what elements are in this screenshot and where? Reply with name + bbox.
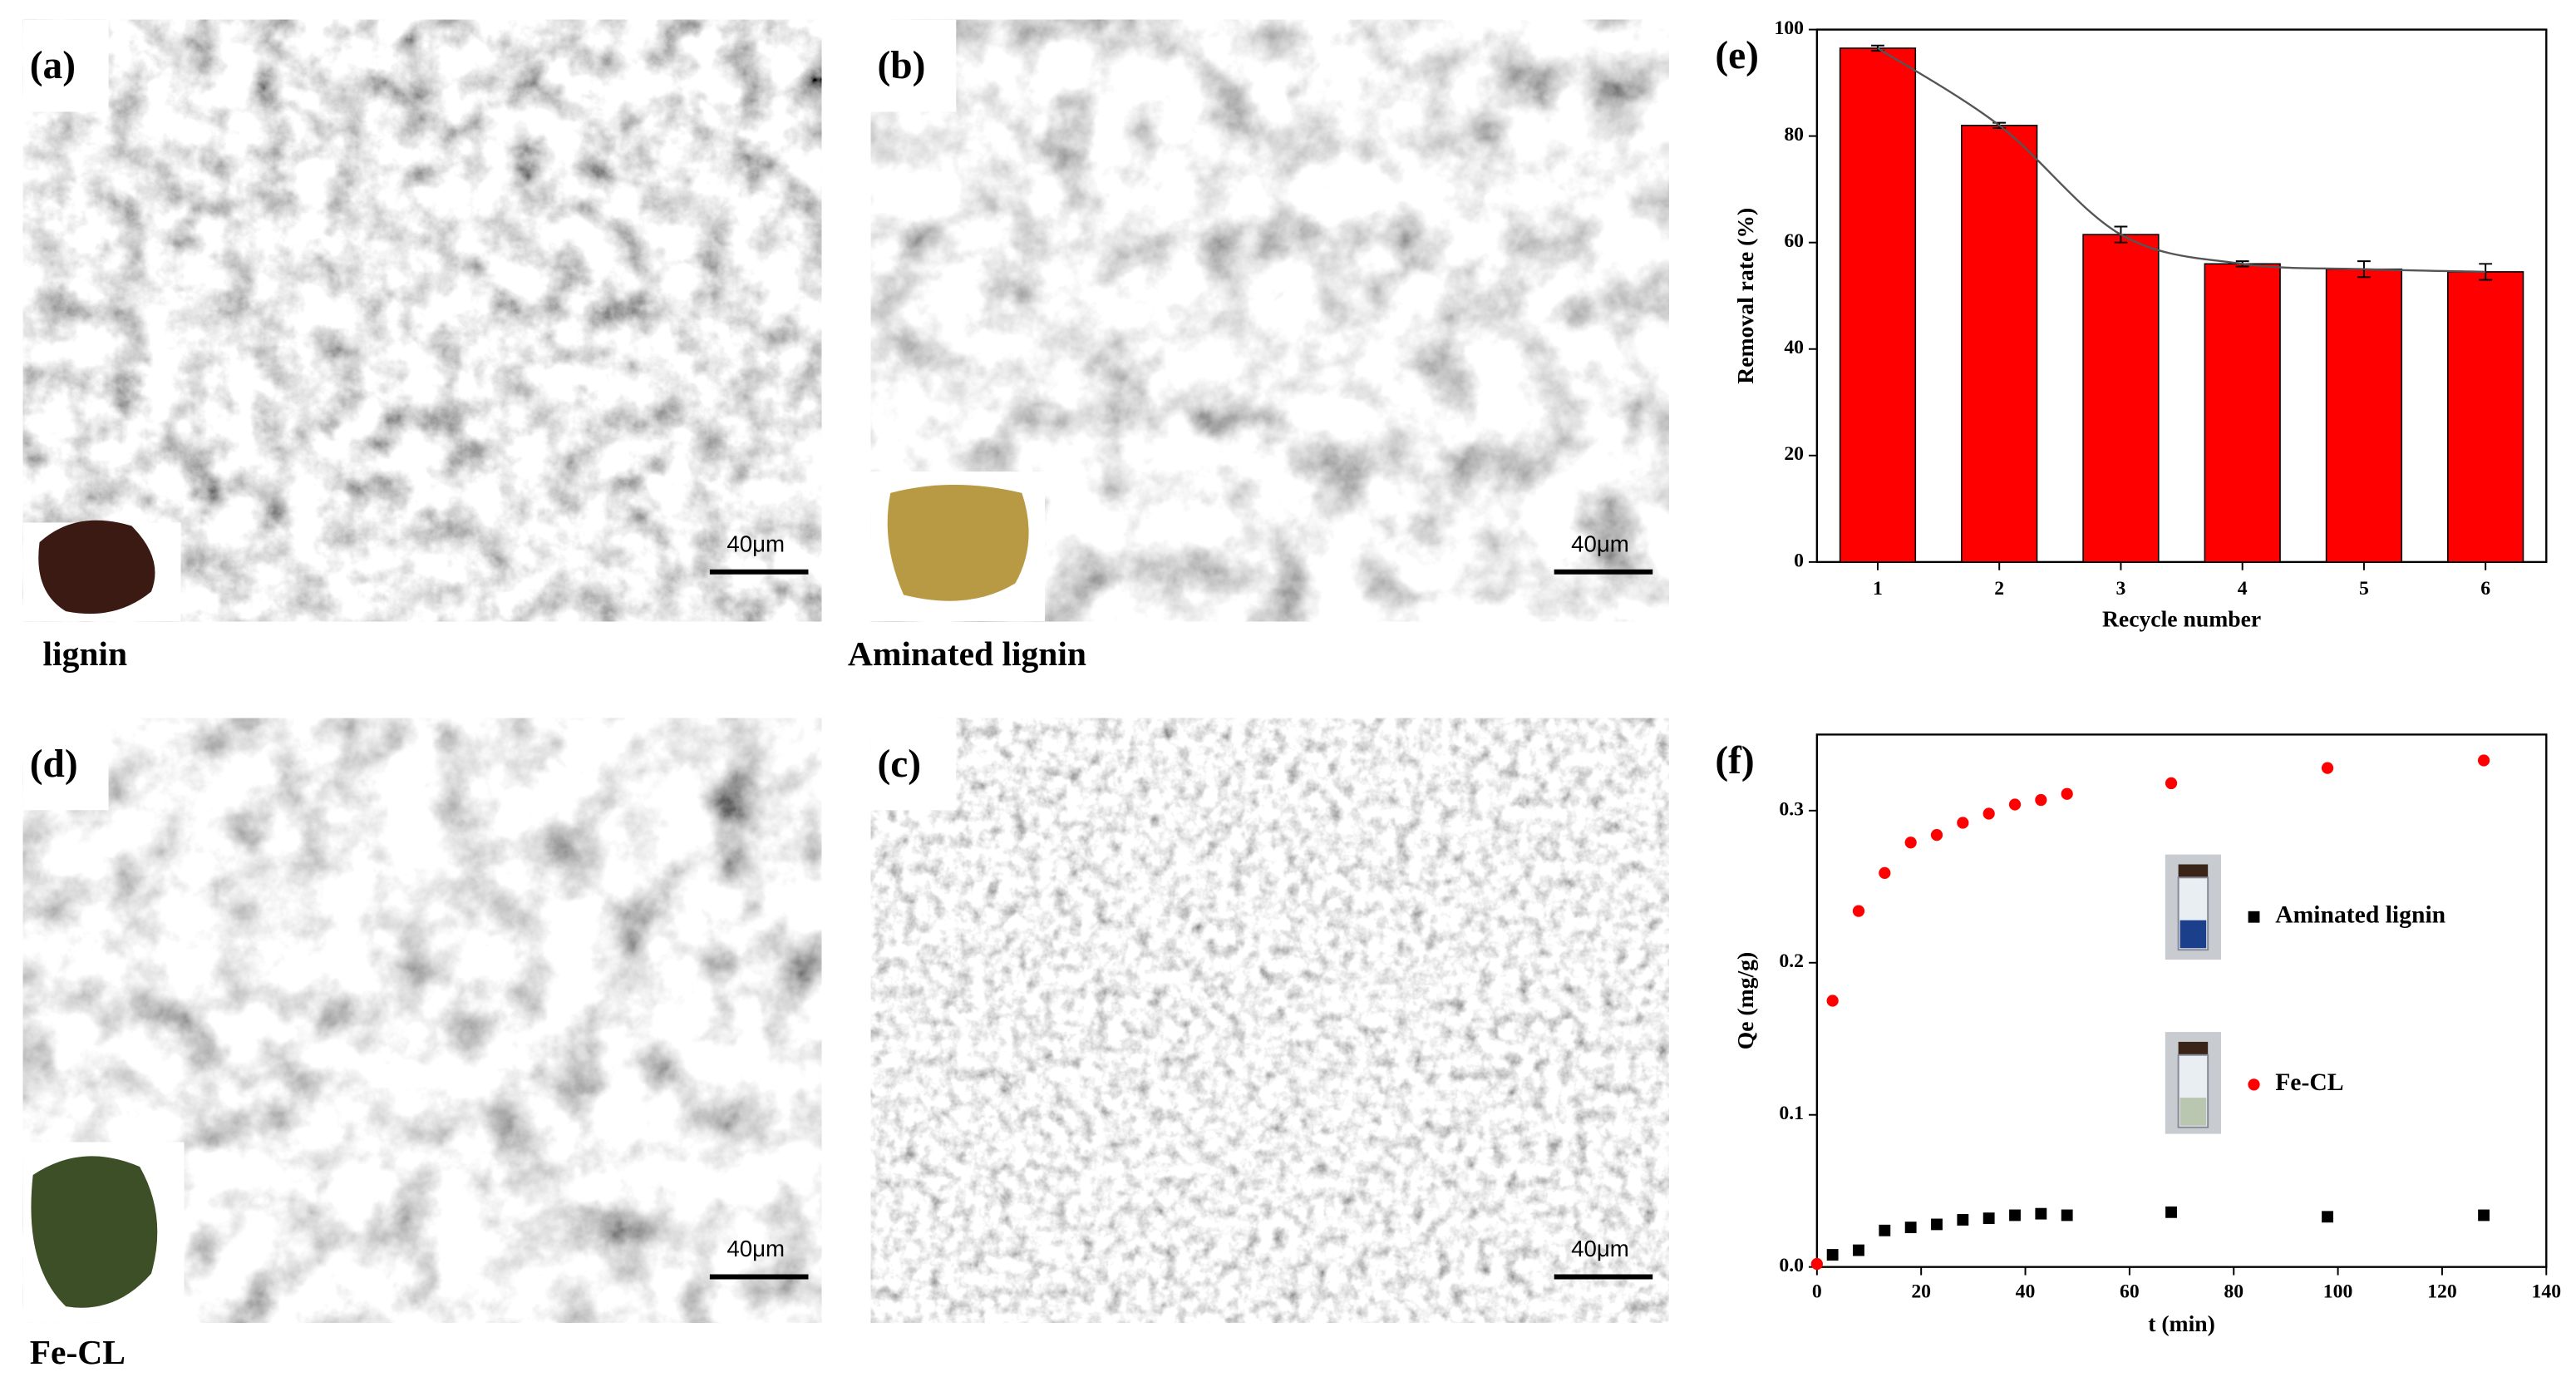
y-tick-label: 40 xyxy=(1784,337,1804,358)
sem-image-d: (d) 40μm Fe-CL xyxy=(22,718,822,1371)
legend-label: Aminated lignin xyxy=(2275,902,2445,929)
point xyxy=(1853,1244,1864,1256)
x-tick-label: 4 xyxy=(2238,578,2248,600)
sample-photo xyxy=(887,484,1029,601)
point xyxy=(2061,787,2073,800)
x-tick-label: 0 xyxy=(1812,1281,1822,1303)
y-tick-label: 0.3 xyxy=(1779,798,1804,820)
bar xyxy=(2325,268,2403,563)
x-axis-label: t (min) xyxy=(2148,1310,2215,1336)
y-tick-label: 80 xyxy=(1784,124,1804,146)
x-tick-label: 5 xyxy=(2359,578,2369,600)
scale-bar-label: 40μm xyxy=(727,1236,785,1261)
vial-photo xyxy=(2165,1032,2221,1134)
caption: Fe-CL xyxy=(30,1333,126,1371)
y-tick-label: 100 xyxy=(1774,17,1804,39)
point xyxy=(1879,866,1891,879)
panel-label: (b) xyxy=(877,44,925,87)
y-tick-label: 0.0 xyxy=(1779,1255,1804,1276)
scale-bar-label: 40μm xyxy=(1571,1236,1629,1261)
point xyxy=(2477,754,2490,767)
fit-line xyxy=(1877,47,2486,274)
bar xyxy=(1839,47,1917,563)
x-tick-label: 1 xyxy=(1873,578,1883,600)
point xyxy=(1826,995,1839,1007)
x-tick-label: 60 xyxy=(2120,1281,2140,1303)
panel-label: (d) xyxy=(30,743,78,786)
scale-bar-label: 40μm xyxy=(1571,531,1629,556)
bar xyxy=(2204,263,2281,563)
y-tick-label: 0.1 xyxy=(1779,1103,1804,1124)
legend-marker xyxy=(2248,1078,2260,1091)
y-tick-label: 0.2 xyxy=(1779,950,1804,972)
y-tick-label: 60 xyxy=(1784,230,1804,252)
x-tick-label: 100 xyxy=(2323,1281,2353,1303)
point xyxy=(1904,1222,1917,1234)
bar xyxy=(2082,234,2160,563)
point xyxy=(2009,1209,2021,1222)
x-tick-label: 140 xyxy=(2532,1281,2562,1303)
x-tick-label: 6 xyxy=(2480,578,2490,600)
y-axis-label: Removal rate (%) xyxy=(1732,208,1758,384)
y-axis-label: Qe (mg/g) xyxy=(1732,952,1758,1050)
x-tick-label: 40 xyxy=(2016,1281,2036,1303)
point xyxy=(2035,793,2047,807)
panel-label: (e) xyxy=(1715,34,1759,77)
sem-image-b: (b) 40μm Aminated lignin xyxy=(848,19,1669,673)
x-tick-label: 3 xyxy=(2116,578,2126,600)
point xyxy=(1904,837,1917,849)
point xyxy=(2322,1211,2333,1223)
point xyxy=(2035,1207,2047,1220)
point xyxy=(1931,1218,1943,1231)
bar xyxy=(2447,271,2524,563)
point xyxy=(1957,1214,1969,1226)
panel-label: (a) xyxy=(30,44,76,87)
point xyxy=(1982,807,1995,820)
bar xyxy=(1961,125,2038,563)
point xyxy=(2061,1209,2073,1222)
legend-marker xyxy=(2248,911,2260,923)
point xyxy=(2478,1209,2490,1222)
scale-bar-label: 40μm xyxy=(727,531,785,556)
caption: lignin xyxy=(43,634,128,673)
x-tick-label: 80 xyxy=(2224,1281,2244,1303)
point xyxy=(2165,1206,2177,1218)
point xyxy=(1879,1224,1891,1236)
point xyxy=(1826,1249,1839,1261)
point xyxy=(1852,905,1865,917)
sem-image-a: (a) 40μm lignin xyxy=(22,19,822,673)
x-tick-label: 20 xyxy=(1911,1281,1931,1303)
sample-photo xyxy=(31,1156,158,1308)
point xyxy=(1982,1212,1995,1225)
point xyxy=(1930,828,1943,842)
plot-frame xyxy=(1815,28,2548,564)
y-tick-label: 0 xyxy=(1794,550,1804,571)
point xyxy=(1810,1257,1823,1271)
y-tick-label: 20 xyxy=(1784,443,1804,465)
plot-frame xyxy=(1815,733,2548,1268)
point xyxy=(1957,817,1969,829)
point xyxy=(2165,777,2178,790)
caption: Aminated lignin xyxy=(848,634,1086,673)
sem-image-c: (c) 40μm xyxy=(870,718,1669,1323)
vial-photo xyxy=(2165,854,2221,960)
x-tick-label: 120 xyxy=(2427,1281,2457,1303)
x-axis-label: Recycle number xyxy=(2102,605,2261,631)
legend-label: Fe-CL xyxy=(2275,1069,2343,1096)
panel-label: (f) xyxy=(1715,739,1754,782)
point xyxy=(2321,762,2334,774)
sample-photo xyxy=(38,520,155,614)
panel-label: (c) xyxy=(877,743,921,786)
x-tick-label: 2 xyxy=(1994,578,2004,600)
point xyxy=(2008,798,2022,811)
